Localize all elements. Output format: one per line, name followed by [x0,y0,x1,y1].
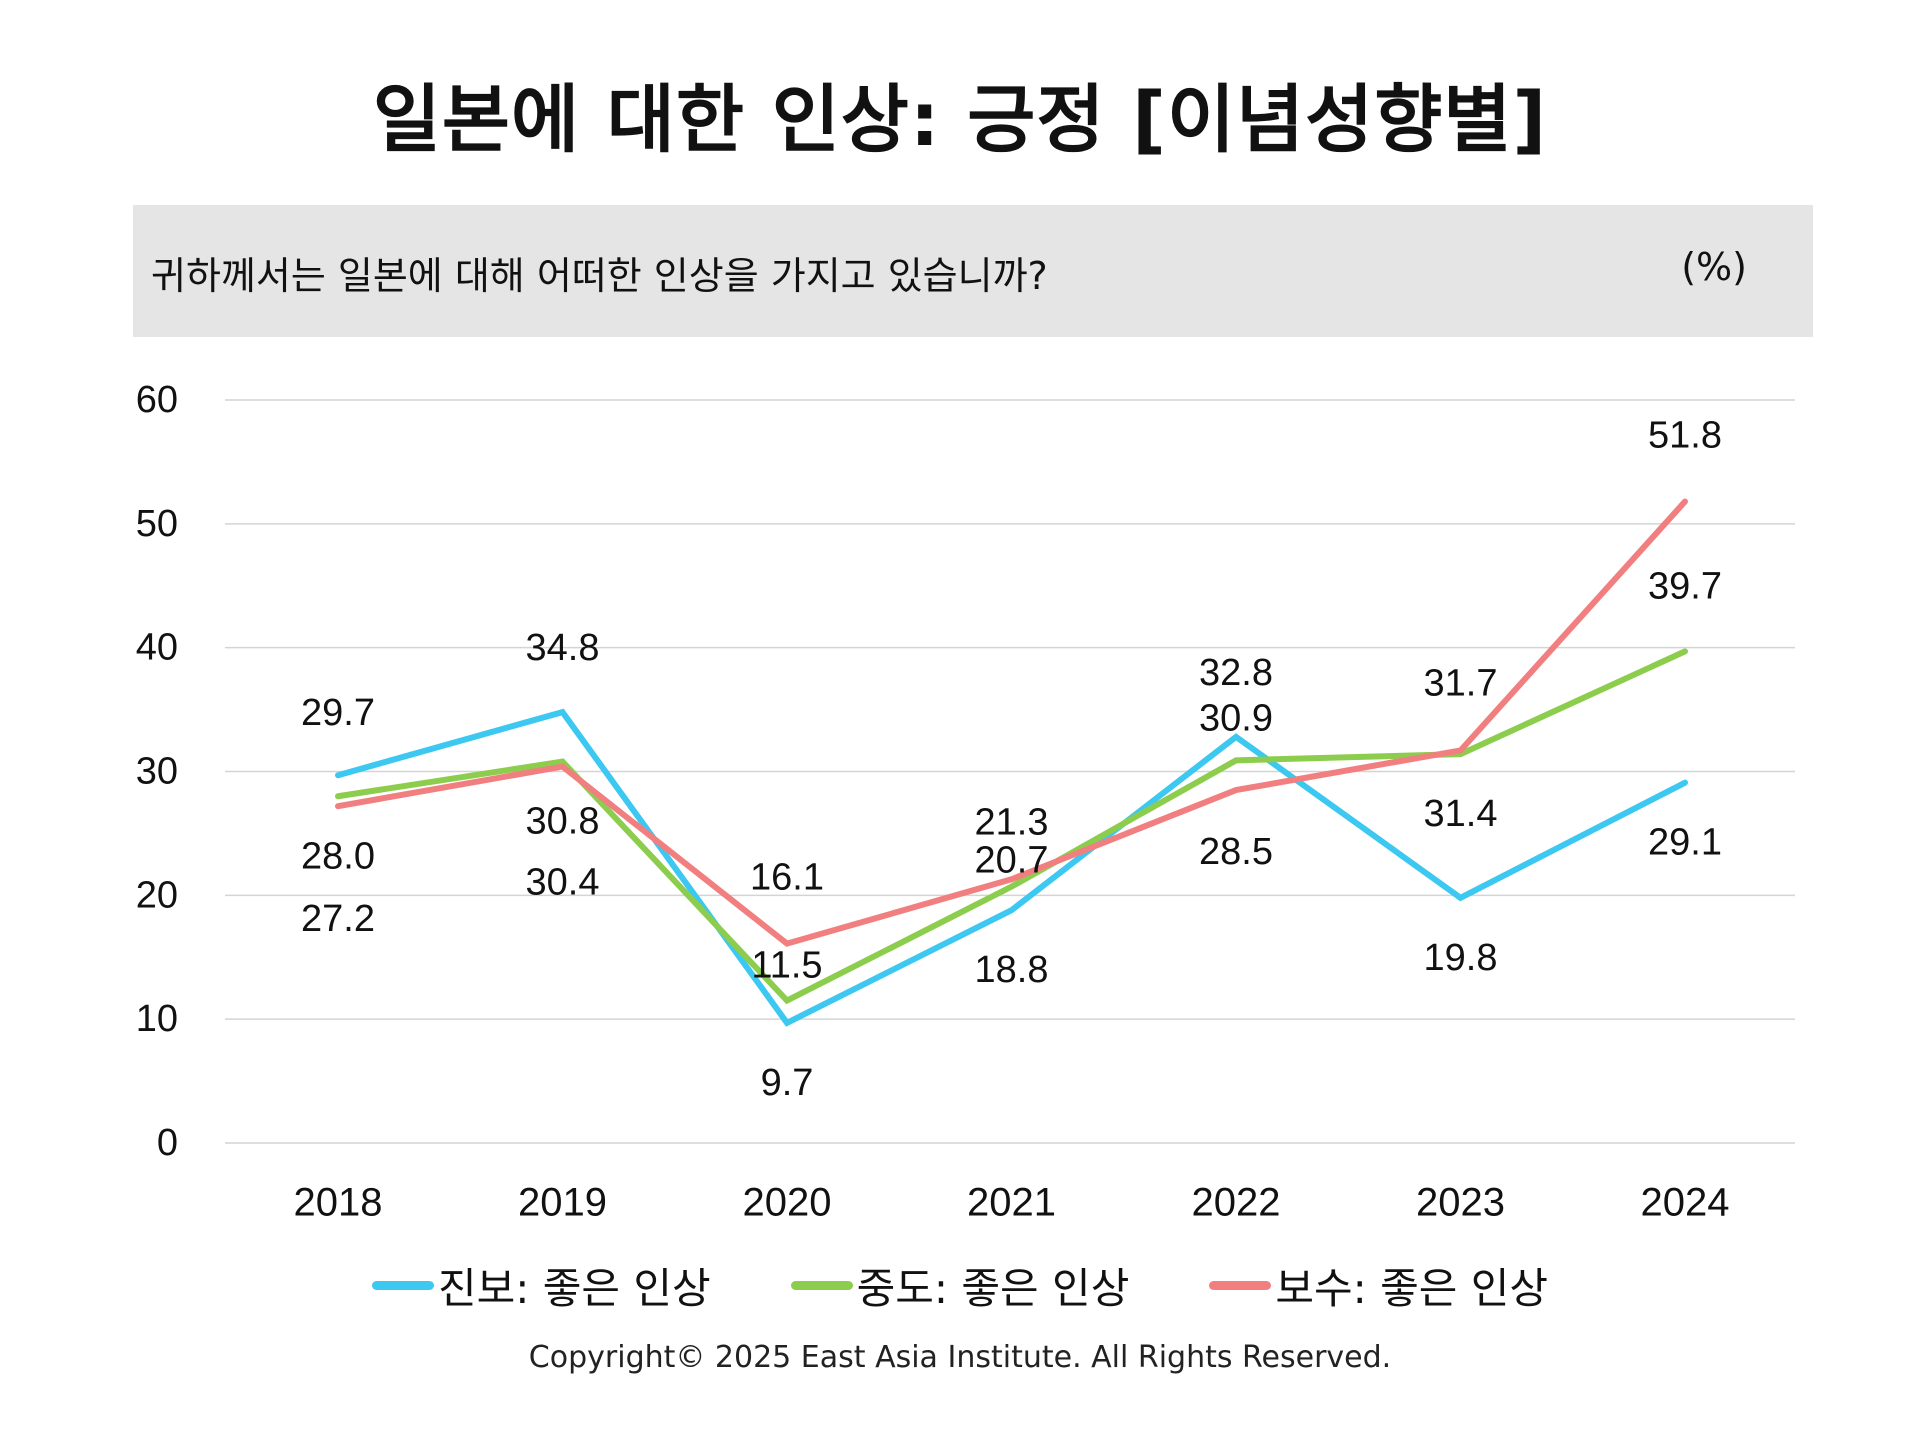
data-label-conservative: 21.3 [975,801,1049,843]
chart-title: 일본에 대한 인상: 긍정 [이념성향별] [372,77,1548,163]
x-tick-label: 2021 [967,1181,1056,1225]
chart-legend: 진보: 좋은 인상 중도: 좋은 인상 보수: 좋은 인상 [0,1250,1920,1320]
data-label-conservative: 31.7 [1424,662,1498,704]
x-tick-label: 2023 [1416,1181,1505,1225]
copyright-notice: Copyright© 2025 East Asia Institute. All… [528,1340,1392,1375]
x-tick-label: 2022 [1192,1181,1281,1225]
data-label-progressive: 34.8 [526,627,600,669]
y-tick-label: 10 [136,998,178,1040]
y-tick-label: 20 [136,874,178,916]
series-line-moderate [335,648,1688,1005]
x-tick-label: 2018 [294,1181,383,1225]
data-label-progressive: 18.8 [975,949,1049,991]
legend-swatch-progressive [371,1280,434,1290]
x-tick-label: 2024 [1641,1181,1730,1225]
series-line-conservative [335,498,1688,947]
legend-label-conservative: 보수: 좋은 인상 [1275,1263,1549,1313]
data-label-progressive: 9.7 [761,1062,814,1104]
data-label-conservative: 27.2 [301,898,375,940]
series-line-progressive [335,708,1688,1027]
data-label-moderate: 31.4 [1424,793,1498,835]
x-tick-label: 2019 [518,1181,607,1225]
y-tick-label: 60 [136,379,178,421]
data-label-moderate: 30.8 [526,801,600,843]
question-bar: 귀하께서는 일본에 대해 어떠한 인상을 가지고 있습니까? (%) [133,205,1813,337]
legend-item-progressive: 진보: 좋은 인상 [371,1255,711,1316]
legend-label-moderate: 중도: 좋은 인상 [856,1263,1130,1313]
data-label-moderate: 39.7 [1648,565,1722,607]
data-label-conservative: 30.4 [526,862,600,904]
line-chart: 0 10 20 30 40 50 60 2018 2019 2020 2021 2022 2023 202… [136,379,1795,1225]
y-tick-label: 40 [136,627,178,669]
x-tick-label: 2020 [743,1181,832,1225]
data-label-moderate: 30.9 [1199,697,1273,739]
y-tick-label: 50 [136,503,178,545]
legend-item-moderate: 중도: 좋은 인상 [790,1255,1130,1316]
legend-item-conservative: 보수: 좋은 인상 [1209,1255,1548,1316]
data-label-progressive: 29.7 [301,692,375,734]
data-label-conservative: 16.1 [750,857,824,899]
unit-label: (%) [1681,245,1747,289]
data-label-conservative: 28.5 [1199,831,1273,873]
data-label-progressive: 32.8 [1199,652,1273,694]
y-tick-label: 0 [157,1122,178,1164]
legend-swatch-moderate [790,1280,853,1290]
data-label-moderate: 11.5 [751,945,822,987]
data-label-moderate: 28.0 [301,835,375,877]
legend-label-progressive: 진보: 좋은 인상 [437,1263,711,1313]
data-label-moderate: 20.7 [975,840,1049,882]
legend-swatch-conservative [1209,1280,1272,1290]
y-tick-label: 30 [136,751,178,793]
survey-question: 귀하께서는 일본에 대해 어떠한 인상을 가지고 있습니까? [151,254,1048,298]
data-label-conservative: 51.8 [1648,415,1722,457]
data-label-progressive: 19.8 [1424,937,1498,979]
data-label-progressive: 29.1 [1648,822,1722,864]
